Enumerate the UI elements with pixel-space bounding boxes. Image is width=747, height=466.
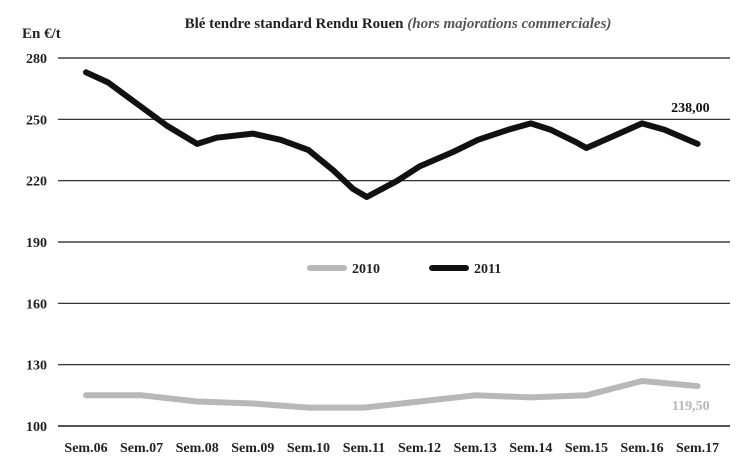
series-lines bbox=[83, 69, 701, 411]
series-line-2011 bbox=[83, 69, 701, 200]
x-tick-label: Sem.12 bbox=[398, 441, 441, 456]
y-tick-label: 100 bbox=[26, 420, 47, 435]
y-tick-label: 190 bbox=[26, 236, 47, 251]
end-label-2011: 238,00 bbox=[671, 101, 710, 116]
x-tick-label: Sem.06 bbox=[64, 441, 107, 456]
x-tick-label: Sem.09 bbox=[231, 441, 274, 456]
chart-subtitle: (hors majorations commerciales) bbox=[407, 16, 611, 32]
series-line-2010 bbox=[83, 378, 701, 411]
x-tick-label: Sem.14 bbox=[509, 441, 552, 456]
chart-title: Blé tendre standard Rendu Rouen (hors ma… bbox=[185, 16, 612, 32]
legend-label-2011: 2011 bbox=[474, 262, 501, 277]
x-tick-label: Sem.17 bbox=[676, 441, 719, 456]
chart-title-main: Blé tendre standard Rendu Rouen bbox=[185, 16, 405, 32]
end-label-2010: 119,50 bbox=[672, 399, 710, 414]
y-tick-label: 160 bbox=[26, 297, 47, 312]
legend-label-2010: 2010 bbox=[352, 262, 380, 277]
x-tick-label: Sem.07 bbox=[120, 441, 163, 456]
y-tick-label: 280 bbox=[26, 52, 47, 67]
y-tick-labels: 100 130 160 190 220 250 280 bbox=[26, 52, 47, 435]
x-tick-label: Sem.13 bbox=[454, 441, 497, 456]
y-tick-label: 250 bbox=[26, 113, 47, 128]
legend: 2010 2011 bbox=[307, 262, 501, 277]
gridlines bbox=[58, 57, 730, 427]
y-tick-label: 220 bbox=[26, 175, 47, 190]
y-axis-unit: En €/t bbox=[22, 26, 61, 42]
end-labels: 119,50 238,00 bbox=[671, 101, 710, 414]
x-tick-label: Sem.16 bbox=[620, 441, 663, 456]
x-tick-label: Sem.15 bbox=[565, 441, 608, 456]
y-tick-label: 130 bbox=[26, 359, 47, 374]
x-tick-label: Sem.10 bbox=[287, 441, 330, 456]
x-tick-labels: Sem.06 Sem.07 Sem.08 Sem.09 Sem.10 Sem.11 Sem.… bbox=[64, 441, 719, 456]
x-tick-label: Sem.11 bbox=[343, 441, 385, 456]
x-tick-label: Sem.08 bbox=[176, 441, 219, 456]
